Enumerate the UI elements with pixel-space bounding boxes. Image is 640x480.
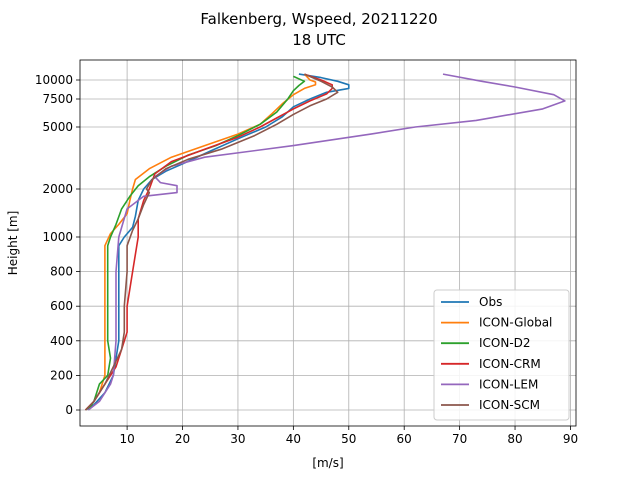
y-tick-label: 7500 [42, 92, 73, 106]
y-tick-label: 400 [50, 334, 73, 348]
legend-label: ICON-Global [479, 316, 552, 330]
y-axis-label: Height [m] [6, 211, 20, 276]
series-line-obs [85, 73, 350, 411]
y-axis: 0 200 400 600 800 1000 2000 5000 7500 10000 [35, 73, 80, 417]
legend-label: ICON-LEM [479, 377, 538, 391]
y-tick-label: 200 [50, 368, 73, 382]
series-line-icon-global [84, 73, 317, 411]
x-tick-label: 10 [119, 432, 134, 446]
x-tick-label: 20 [175, 432, 190, 446]
series-line-icon-scm [84, 73, 339, 411]
x-tick-label: 90 [563, 432, 578, 446]
x-tick-label: 60 [397, 432, 412, 446]
y-tick-label: 1000 [42, 230, 73, 244]
chart-subtitle: 18 UTC [292, 31, 346, 49]
x-tick-label: 70 [452, 432, 467, 446]
series-line-icon-lem [87, 73, 566, 411]
x-axis: 10 20 30 40 50 60 70 80 90 [119, 426, 578, 446]
y-tick-label: 5000 [42, 120, 73, 134]
x-tick-label: 80 [507, 432, 522, 446]
y-tick-label: 800 [50, 265, 73, 279]
x-tick-label: 30 [230, 432, 245, 446]
series-line-icon-crm [84, 73, 334, 411]
legend-label: Obs [479, 295, 502, 309]
legend-label: ICON-D2 [479, 336, 531, 350]
x-tick-label: 40 [286, 432, 301, 446]
series-lines [84, 73, 566, 411]
series-line-icon-d2 [87, 75, 306, 411]
y-tick-label: 2000 [42, 182, 73, 196]
x-axis-label: [m/s] [312, 456, 343, 470]
y-tick-label: 600 [50, 299, 73, 313]
legend: Obs ICON-Global ICON-D2 ICON-CRM ICON-LEM ICO… [433, 289, 570, 421]
x-tick-label: 50 [341, 432, 356, 446]
y-tick-label: 0 [65, 403, 73, 417]
plot-frame [79, 59, 577, 427]
y-tick-label: 10000 [35, 73, 73, 87]
legend-label: ICON-SCM [479, 398, 540, 412]
legend-label: ICON-CRM [479, 357, 541, 371]
chart-title: Falkenberg, Wspeed, 20211220 [200, 10, 437, 28]
